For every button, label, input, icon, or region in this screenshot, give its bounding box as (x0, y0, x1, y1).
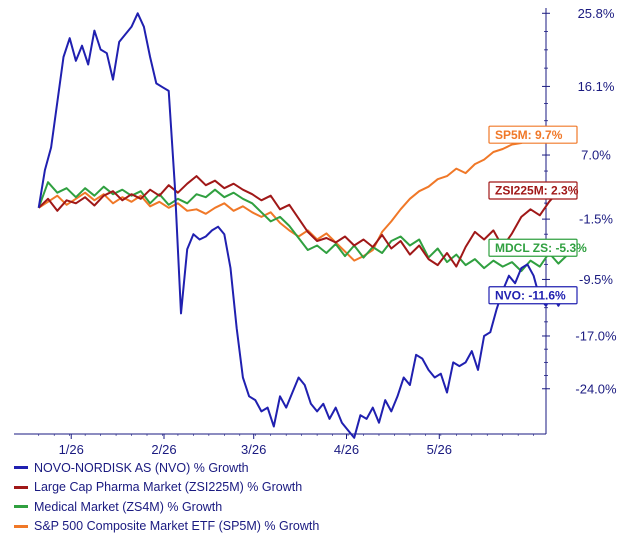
legend-item: S&P 500 Composite Market ETF (SP5M) % Gr… (14, 517, 319, 537)
y-tick-label: -17.0% (575, 328, 617, 343)
end-label: NVO: -11.6% (495, 288, 566, 302)
legend-swatch (14, 466, 28, 470)
axis-layer: 25.8% 16.1% 7.0% -1.5% -9.5% -17.0% -24.0% 1/26… (14, 6, 617, 457)
y-tick-label: -9.5% (579, 272, 613, 287)
legend-label: S&P 500 Composite Market ETF (SP5M) % Gr… (34, 519, 320, 534)
series-line-2 (37, 181, 578, 273)
legend-swatch (14, 524, 28, 528)
end-label-box (488, 238, 578, 257)
series-line-0 (37, 12, 578, 439)
legend-item: NOVO-NORDISK AS (NVO) % Growth (14, 458, 319, 478)
legend: NOVO-NORDISK AS (NVO) % Growth Large Cap … (14, 458, 319, 536)
end-label-layer: NVO: -11.6% ZSI225M: 2.3% MDCL ZS: -5.3% SP… (488, 125, 587, 305)
legend-item: Medical Market (ZS4M) % Growth (14, 497, 319, 517)
x-tick-label: 3/26 (241, 442, 266, 457)
y-tick-label: 25.8% (578, 6, 615, 21)
series-line-1 (38, 175, 578, 268)
legend-swatch (14, 505, 28, 509)
legend-label: Medical Market (ZS4M) % Growth (34, 499, 223, 514)
x-tick-label: 5/26 (427, 442, 452, 457)
x-tick-label: 4/26 (334, 442, 359, 457)
end-label-box (488, 125, 578, 144)
y-tick-label: 16.1% (578, 79, 615, 94)
x-tick-label: 1/26 (59, 442, 84, 457)
series-layer (37, 12, 578, 439)
end-label: MDCL ZS: -5.3% (495, 241, 587, 255)
legend-swatch (14, 485, 28, 489)
y-tick-label: 7.0% (581, 148, 611, 163)
x-tick-label: 2/26 (151, 442, 176, 457)
y-tick-label: -1.5% (579, 212, 613, 227)
legend-label: NOVO-NORDISK AS (NVO) % Growth (34, 460, 249, 475)
end-label-box (488, 181, 578, 200)
end-label-box (488, 286, 578, 305)
end-label: ZSI225M: 2.3% (495, 184, 579, 198)
end-label: SP5M: 9.7% (495, 128, 563, 142)
legend-label: Large Cap Pharma Market (ZSI225M) % Grow… (34, 480, 303, 495)
legend-item: Large Cap Pharma Market (ZSI225M) % Grow… (14, 478, 319, 498)
y-tick-label: -24.0% (575, 381, 617, 396)
